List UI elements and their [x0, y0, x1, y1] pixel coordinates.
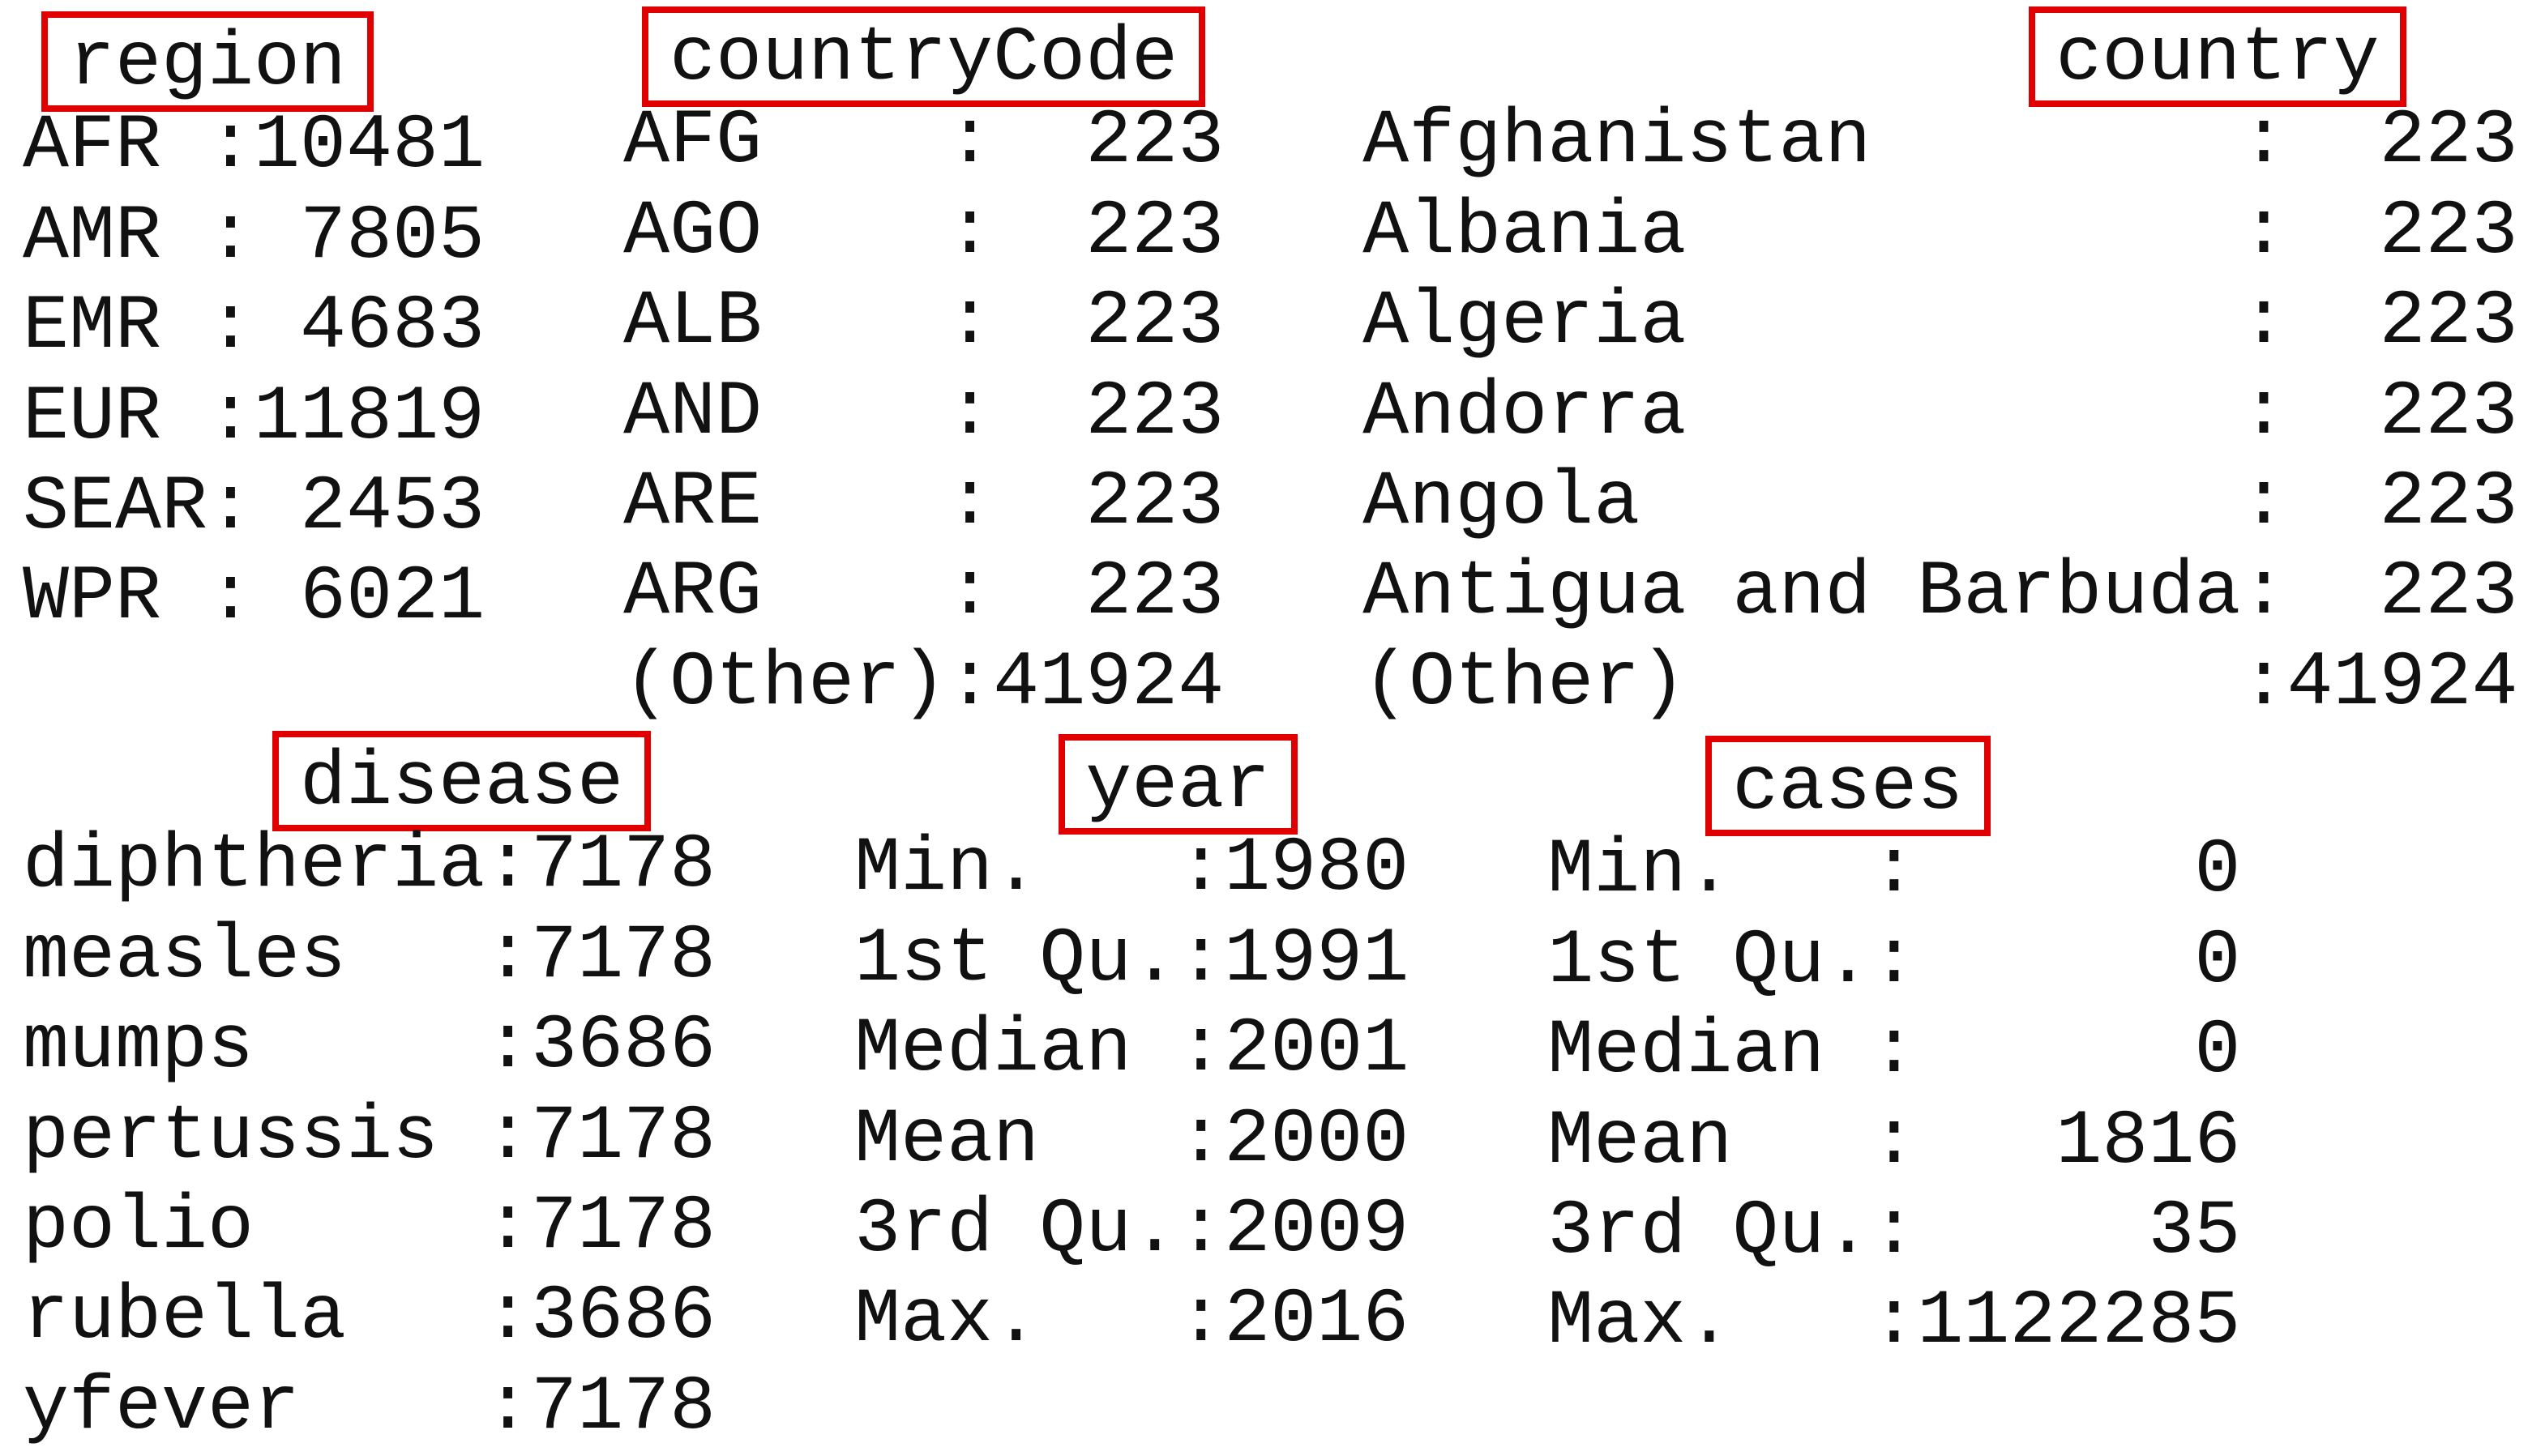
summary-line: mumps :3686 [23, 1002, 716, 1091]
summary-line: (Other) :41924 [1362, 638, 2518, 727]
summary-line: Algeria : 223 [1362, 278, 2518, 366]
summary-line: EUR :11819 [23, 373, 485, 461]
summary-line: AGO : 223 [623, 187, 1225, 275]
summary-line: Angola : 223 [1362, 458, 2518, 546]
summary-line: Median :2001 [854, 1006, 1409, 1094]
summary-line: 1st Qu.: 0 [1547, 916, 2241, 1005]
summary-line: AMR : 7805 [23, 192, 485, 280]
summary-line: measles :7178 [23, 912, 716, 1000]
column-header: countryCode [642, 6, 1205, 107]
column-header: disease [272, 731, 651, 831]
column: disease diphtheria:7178 measles :7178 mumps… [23, 731, 716, 1453]
column-header: region [41, 11, 374, 112]
summary-line: 3rd Qu.:2009 [854, 1185, 1409, 1274]
column: year Min. :1980 1st Qu.:1991 Median :2001 Me… [854, 734, 1409, 1366]
column: countryCode AFG : 223 AGO : 223 ALB : 223 AN… [623, 6, 1224, 728]
column-header: year [1058, 734, 1298, 835]
summary-line: polio :7178 [23, 1182, 716, 1270]
summary-line: AND : 223 [623, 368, 1225, 456]
summary-line: ARE : 223 [623, 458, 1225, 546]
summary-line: Afghanistan : 223 [1362, 97, 2518, 186]
summary-line: Max. :1122285 [1547, 1278, 2241, 1366]
summary-line: Antigua and Barbuda: 223 [1362, 549, 2518, 637]
header-line: cases [1547, 736, 2240, 836]
summary-line: ALB : 223 [623, 278, 1225, 366]
summary-line: diphtheria:7178 [23, 822, 716, 910]
summary-line: rubella :3686 [23, 1273, 716, 1361]
column: cases Min. : 0 1st Qu.: 0 Median : 0 Mean : … [1547, 736, 2240, 1368]
summary-line: Median : 0 [1547, 1007, 2241, 1095]
column: country Afghanistan : 223 Albania : 223 Alg… [1362, 6, 2518, 728]
header-line: region [23, 11, 485, 112]
header-line: country [1362, 6, 2517, 107]
summary-line: SEAR: 2453 [23, 463, 485, 551]
summary-line: 3rd Qu.: 35 [1547, 1187, 2241, 1275]
summary-line: ARG : 223 [623, 549, 1225, 637]
header-line: disease [23, 731, 716, 831]
summary-line: pertussis :7178 [23, 1092, 716, 1181]
summary-line: Max. :2016 [854, 1276, 1409, 1364]
header-line: year [854, 734, 1409, 835]
summary-line: Mean : 1816 [1547, 1097, 2241, 1185]
column: region AFR :10481 AMR : 7805 EMR : 4683 EUR … [23, 11, 485, 643]
summary-line: 1st Qu.:1991 [854, 915, 1409, 1003]
summary-line: Andorra : 223 [1362, 368, 2518, 456]
summary-line: yfever :7178 [23, 1363, 716, 1451]
summary-line: Min. : 0 [1547, 826, 2241, 915]
summary-line: Albania : 223 [1362, 187, 2518, 275]
summary-line: Mean :2000 [854, 1095, 1409, 1184]
summary-line: Min. :1980 [854, 825, 1409, 913]
summary-line: (Other):41924 [623, 638, 1225, 727]
summary-line: AFR :10481 [23, 102, 485, 190]
summary-line: WPR : 6021 [23, 553, 485, 642]
column-header: country [2028, 6, 2407, 107]
column-header: cases [1705, 736, 1991, 836]
summary-line: AFG : 223 [623, 97, 1225, 186]
header-line: countryCode [623, 6, 1224, 107]
summary-line: EMR : 4683 [23, 283, 485, 371]
